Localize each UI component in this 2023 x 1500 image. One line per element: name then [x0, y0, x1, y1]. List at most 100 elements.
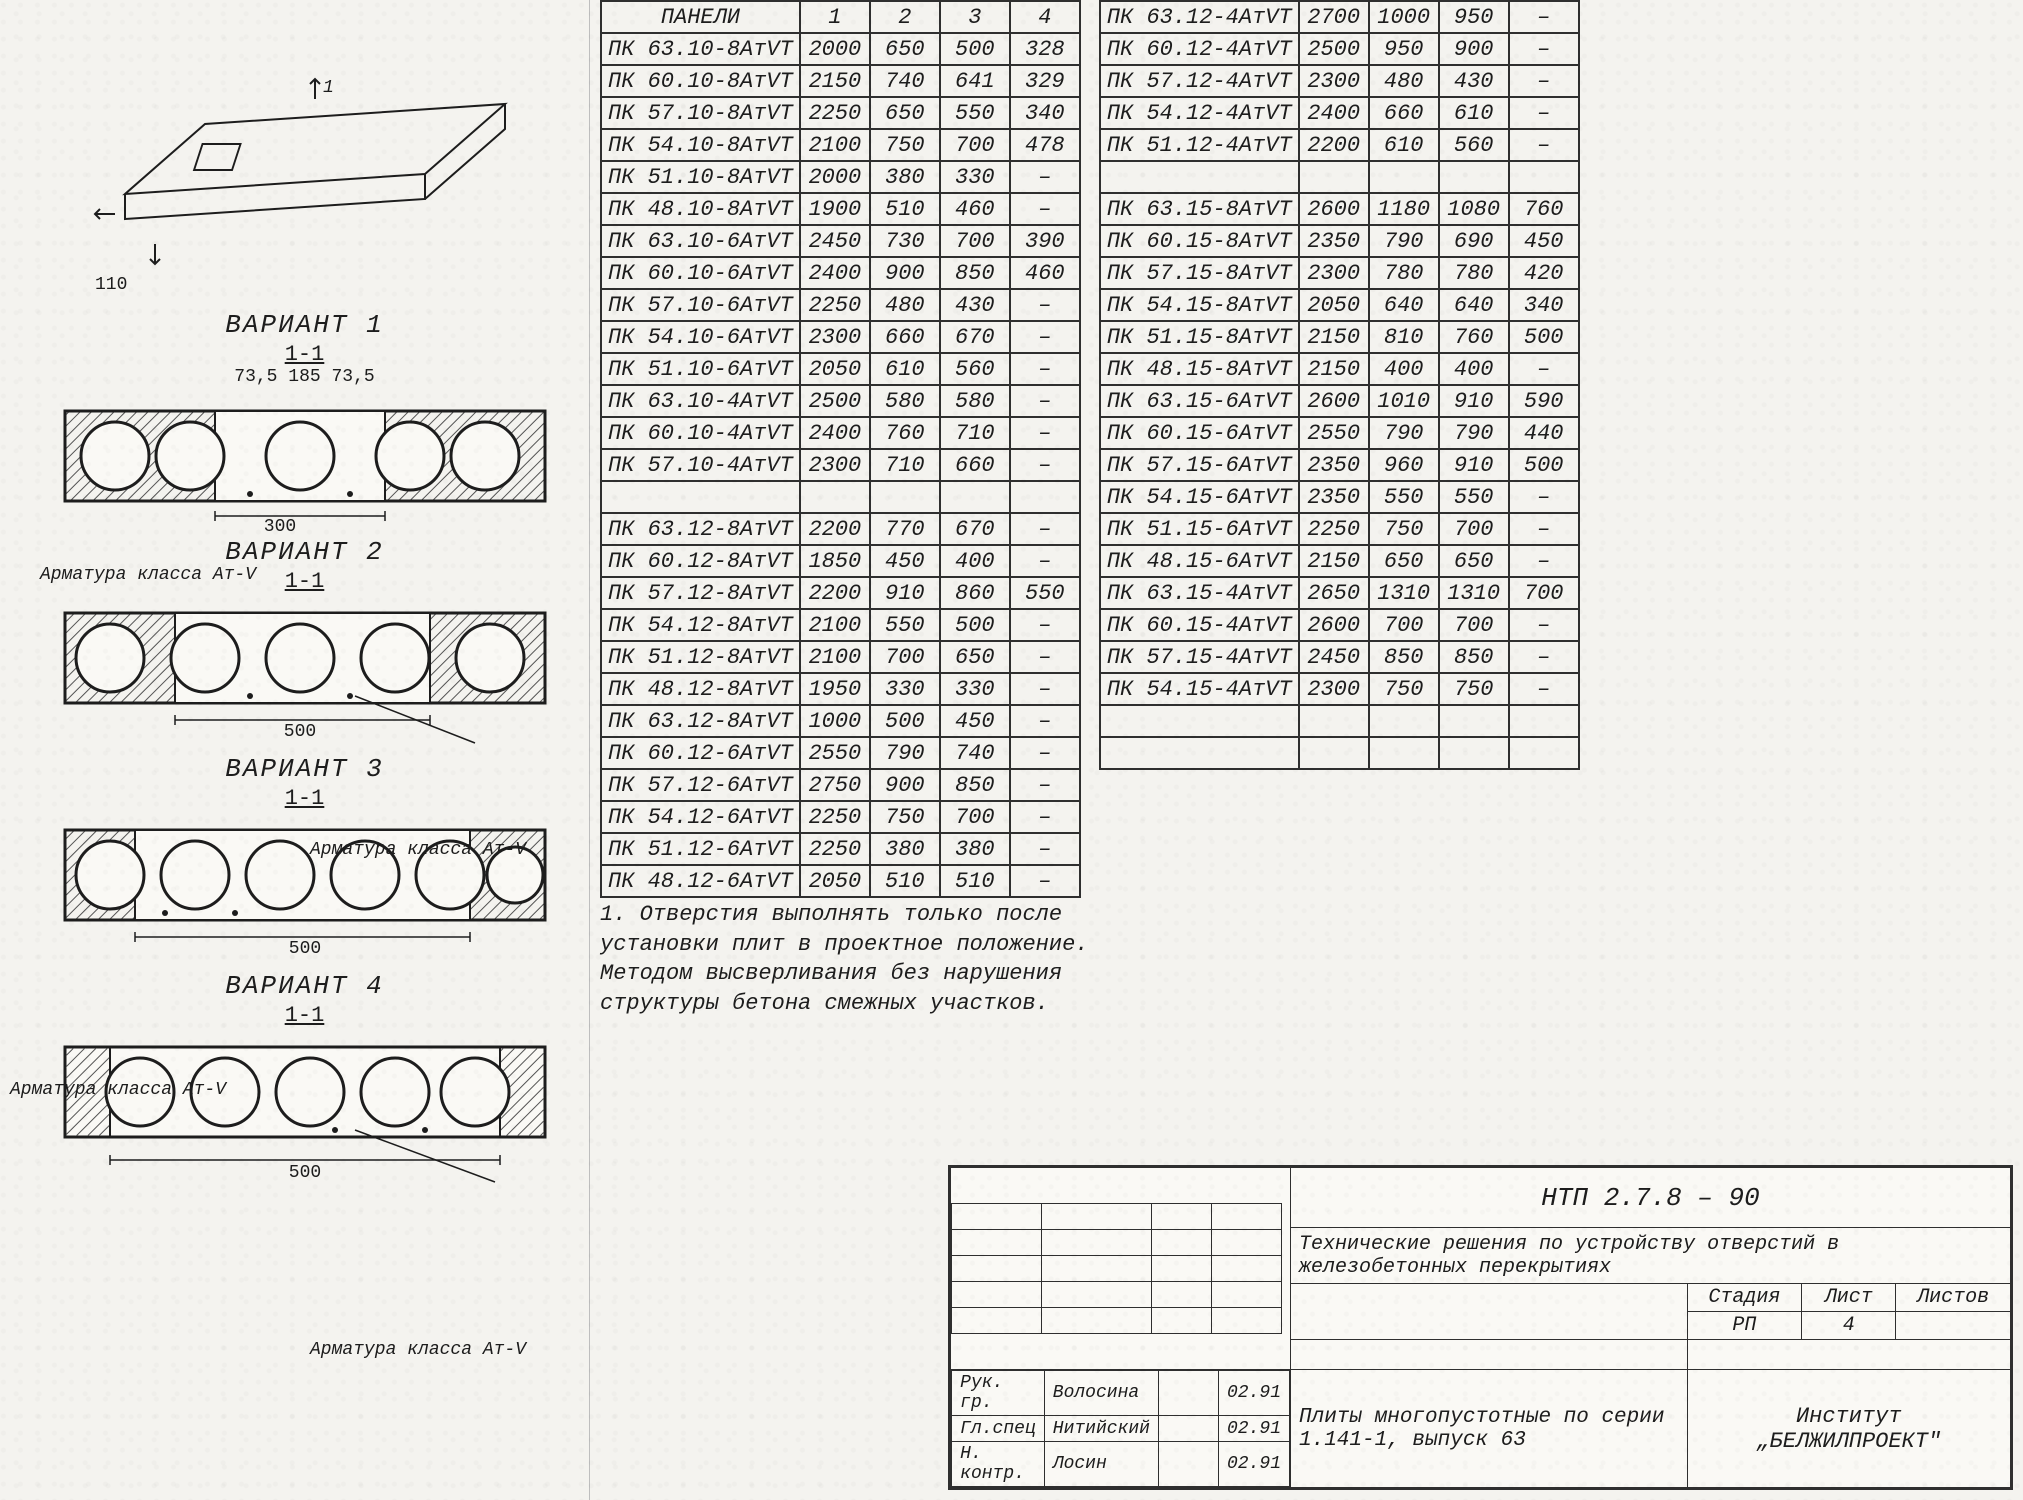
value-cell: 910	[870, 577, 940, 609]
value-cell: 610	[1439, 97, 1509, 129]
table-row: ПК 63.12-4АтVТ27001000950–	[1100, 1, 1579, 33]
table-row: ПК 54.12-8АтVТ2100550500–	[601, 609, 1080, 641]
variant3-label: ВАРИАНТ 3	[30, 754, 579, 784]
value-cell: 2300	[800, 449, 870, 481]
value-cell: –	[1509, 545, 1579, 577]
value-cell: 670	[940, 321, 1010, 353]
role-cell	[1158, 1442, 1218, 1487]
value-cell: 2400	[800, 257, 870, 289]
value-cell: –	[1010, 289, 1080, 321]
value-cell: 550	[870, 609, 940, 641]
value-cell: 700	[1509, 577, 1579, 609]
value-cell: 330	[870, 673, 940, 705]
panel-name-cell: ПК 57.15-8АтVТ	[1100, 257, 1299, 289]
value-cell: 550	[1439, 481, 1509, 513]
header-panels: ПАНЕЛИ	[601, 1, 800, 33]
value-cell: 640	[1439, 289, 1509, 321]
svg-text:500: 500	[288, 1163, 320, 1183]
panel-name-cell: ПК 54.15-6АтVТ	[1100, 481, 1299, 513]
table-row: ПК 48.10-8АтVТ1900510460–	[601, 193, 1080, 225]
value-cell: 550	[1010, 577, 1080, 609]
value-cell: –	[1010, 385, 1080, 417]
value-cell: –	[1509, 641, 1579, 673]
value-cell: 2750	[800, 769, 870, 801]
value-cell	[1010, 481, 1080, 513]
panel-name-cell: ПК 48.15-6АтVТ	[1100, 545, 1299, 577]
panel-name-cell: ПК 63.15-6АтVТ	[1100, 385, 1299, 417]
value-cell: 500	[1509, 449, 1579, 481]
panel-name-cell: ПК 60.12-6АтVТ	[601, 737, 800, 769]
value-cell: 380	[940, 833, 1010, 865]
value-cell	[1509, 161, 1579, 193]
value-cell: 790	[1369, 225, 1439, 257]
table-row: ПК 57.15-4АтVТ2450850850–	[1100, 641, 1579, 673]
value-cell: –	[1010, 449, 1080, 481]
value-cell: 710	[870, 449, 940, 481]
value-cell	[1369, 705, 1439, 737]
value-cell	[1369, 161, 1439, 193]
value-cell: 480	[870, 289, 940, 321]
table-row: ПК 60.15-8АтVТ2350790690450	[1100, 225, 1579, 257]
variant1-label: ВАРИАНТ 1	[30, 310, 579, 340]
value-cell: 2400	[800, 417, 870, 449]
table-row: ПК 63.15-4АтVТ265013101310700	[1100, 577, 1579, 609]
value-cell: 780	[1369, 257, 1439, 289]
value-cell: 2300	[1299, 257, 1369, 289]
panel-name-cell: ПК 51.10-8АтVТ	[601, 161, 800, 193]
value-cell: 700	[940, 129, 1010, 161]
value-cell: 340	[1509, 289, 1579, 321]
sheet-cell: 4	[1802, 1312, 1896, 1340]
table-row: ПК 54.15-4АтVТ2300750750–	[1100, 673, 1579, 705]
value-cell: 550	[1369, 481, 1439, 513]
table-row: ПК 60.10-4АтVТ2400760710–	[601, 417, 1080, 449]
table-row: ПК 54.12-6АтVТ2250750700–	[601, 801, 1080, 833]
drawing-subtitle: Плиты многопустотные по серии 1.141-1, в…	[1291, 1370, 1688, 1488]
value-cell: 2250	[800, 97, 870, 129]
value-cell: 790	[1439, 417, 1509, 449]
value-cell: –	[1509, 97, 1579, 129]
panel-name-cell	[1100, 737, 1299, 769]
value-cell: 1010	[1369, 385, 1439, 417]
value-cell: 2300	[1299, 65, 1369, 97]
value-cell	[1509, 737, 1579, 769]
value-cell: 450	[940, 705, 1010, 737]
panel-name-cell: ПК 54.10-8АтVТ	[601, 129, 800, 161]
value-cell: 1310	[1369, 577, 1439, 609]
value-cell: –	[1509, 673, 1579, 705]
value-cell: 810	[1369, 321, 1439, 353]
panel-name-cell: ПК 63.10-6АтVТ	[601, 225, 800, 257]
panel-name-cell: ПК 54.12-4АтVТ	[1100, 97, 1299, 129]
panel-name-cell: ПК 63.10-4АтVТ	[601, 385, 800, 417]
table-row	[1100, 705, 1579, 737]
panel-name-cell: ПК 57.10-8АтVТ	[601, 97, 800, 129]
table-row: ПК 57.10-6АтVТ2250480430–	[601, 289, 1080, 321]
svg-text:1: 1	[323, 78, 334, 98]
value-cell: 580	[940, 385, 1010, 417]
table-row: ПК 63.10-4АтVТ2500580580–	[601, 385, 1080, 417]
value-cell: 500	[940, 33, 1010, 65]
value-cell: 2200	[800, 513, 870, 545]
table-row: ПК 57.15-8АтVТ2300780780420	[1100, 257, 1579, 289]
panel-name-cell: ПК 63.15-8АтVТ	[1100, 193, 1299, 225]
drawing-panel: 1 110 ВАРИАНТ 1 1-1 73,5 185 73,5	[0, 0, 590, 1500]
value-cell: 860	[940, 577, 1010, 609]
value-cell: 641	[940, 65, 1010, 97]
value-cell	[1369, 737, 1439, 769]
variant4-sub: 1-1	[30, 1003, 579, 1028]
value-cell: –	[1010, 641, 1080, 673]
table-row: ПК 51.12-6АтVТ2250380380–	[601, 833, 1080, 865]
panel-name-cell: ПК 57.12-6АтVТ	[601, 769, 800, 801]
value-cell: 700	[870, 641, 940, 673]
table-row: ПК 51.10-6АтVТ2050610560–	[601, 353, 1080, 385]
table-row: ПК 54.15-8АтVТ2050640640340	[1100, 289, 1579, 321]
table-row: ПК 60.12-4АтVТ2500950900–	[1100, 33, 1579, 65]
value-cell: 1000	[1369, 1, 1439, 33]
value-cell: 500	[940, 609, 1010, 641]
value-cell: 430	[1439, 65, 1509, 97]
value-cell: 910	[1439, 385, 1509, 417]
variant1-topdim: 73,5 185 73,5	[30, 367, 579, 387]
value-cell: 510	[870, 193, 940, 225]
table-row	[1100, 737, 1579, 769]
panel-name-cell	[1100, 705, 1299, 737]
value-cell: 400	[940, 545, 1010, 577]
